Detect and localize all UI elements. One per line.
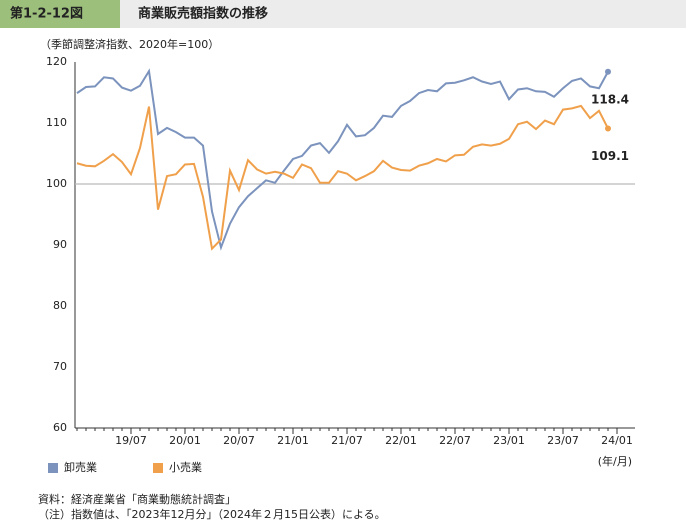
series-line	[76, 104, 609, 251]
legend-swatch	[153, 463, 163, 473]
data-label: 109.1	[591, 149, 629, 163]
x-tick-label: 20/07	[223, 434, 255, 447]
x-tick-label: 22/07	[439, 434, 471, 447]
y-tick-label: 100	[46, 177, 67, 190]
x-tick-label: 21/01	[277, 434, 309, 447]
y-tick-label: 120	[46, 55, 67, 68]
legend-label: 小売業	[169, 461, 202, 474]
figure-number: 第1-2-12図	[10, 6, 83, 22]
x-tick-label: 23/01	[493, 434, 525, 447]
end-point	[605, 68, 611, 75]
y-tick-label: 70	[53, 360, 67, 373]
note: 資料：経済産業省「商業動態統計調査」	[38, 492, 236, 506]
x-tick-label: 23/07	[547, 434, 579, 447]
x-tick-label: 22/01	[385, 434, 417, 447]
series-line	[76, 68, 609, 251]
x-tick-label: 20/01	[169, 434, 201, 447]
legend-label: 卸売業	[64, 460, 97, 474]
x-tick-label: 24/01	[601, 434, 633, 447]
y-tick-label: 110	[46, 116, 67, 129]
subtitle: （季節調整済指数、2020年=100）	[40, 37, 219, 51]
x-tick-label: 19/07	[115, 434, 147, 447]
legend-swatch	[48, 463, 58, 473]
header-box	[0, 0, 120, 28]
end-point	[605, 125, 611, 132]
chart-title: 商業販売額指数の推移	[138, 6, 268, 22]
y-tick-label: 80	[53, 299, 67, 312]
x-tick-label: 21/07	[331, 434, 363, 447]
data-label: 118.4	[591, 92, 629, 106]
y-tick-label: 90	[53, 238, 67, 251]
note: （注）指数値は、「2023年12月分」（2024年２月15日公表）による。	[38, 507, 386, 521]
y-tick-label: 60	[53, 421, 67, 434]
x-axis-label: (年/月)	[598, 454, 632, 468]
